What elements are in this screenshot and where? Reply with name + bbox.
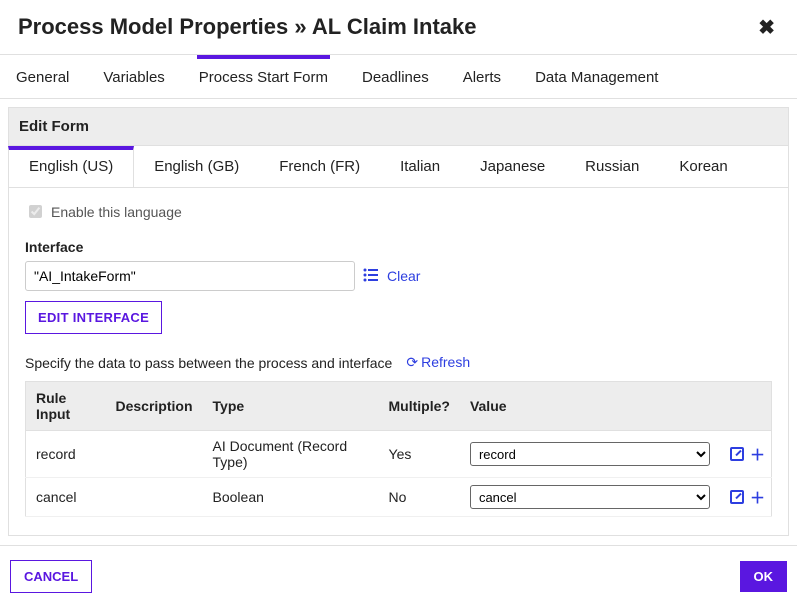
lang-tab-fr[interactable]: French (FR) [259,146,380,187]
lang-tab-en-us[interactable]: English (US) [8,146,134,187]
tab-general[interactable]: General [14,55,71,98]
th-value: Value [460,382,720,431]
lang-tab-en-gb[interactable]: English (GB) [134,146,259,187]
interface-label: Interface [25,239,772,255]
edit-form-panel: Edit Form English (US) English (GB) Fren… [8,107,789,536]
lang-tab-it[interactable]: Italian [380,146,460,187]
enable-language-label: Enable this language [51,204,182,220]
tab-deadlines[interactable]: Deadlines [360,55,431,98]
tab-variables[interactable]: Variables [101,55,166,98]
refresh-label: Refresh [421,354,470,370]
panel-title: Edit Form [9,108,788,146]
plus-icon[interactable]: ＋ [750,487,765,508]
cell-multiple: Yes [379,431,460,478]
clear-link[interactable]: Clear [387,268,420,284]
th-type: Type [203,382,379,431]
enable-language-row[interactable]: Enable this language [25,202,772,221]
refresh-icon: ⟳ [406,354,418,371]
refresh-link[interactable]: ⟳Refresh [406,354,470,371]
table-row: cancel Boolean No cancel [26,478,772,517]
th-rule-input: Rule Input [26,382,106,431]
tab-process-start-form[interactable]: Process Start Form [197,55,330,98]
lang-tab-ko[interactable]: Korean [659,146,747,187]
edit-icon[interactable] [730,490,744,504]
th-description: Description [106,382,203,431]
language-tabs: English (US) English (GB) French (FR) It… [9,146,788,188]
ok-button[interactable]: OK [740,561,788,592]
plus-icon[interactable]: ＋ [750,444,765,465]
value-select[interactable]: record [470,442,710,466]
rule-inputs-table: Rule Input Description Type Multiple? Va… [25,381,772,517]
cell-type: AI Document (Record Type) [203,431,379,478]
main-tabs: General Variables Process Start Form Dea… [0,55,797,99]
table-row: record AI Document (Record Type) Yes rec… [26,431,772,478]
list-icon[interactable] [363,268,379,285]
cell-description [106,478,203,517]
interface-input[interactable] [25,261,355,291]
dialog-title: Process Model Properties » AL Claim Inta… [18,14,477,40]
th-multiple: Multiple? [379,382,460,431]
cell-rule-input: cancel [26,478,106,517]
cell-type: Boolean [203,478,379,517]
lang-tab-ja[interactable]: Japanese [460,146,565,187]
lang-tab-ru[interactable]: Russian [565,146,659,187]
value-select[interactable]: cancel [470,485,710,509]
pass-data-text: Specify the data to pass between the pro… [25,355,392,371]
cell-multiple: No [379,478,460,517]
enable-language-checkbox[interactable] [29,205,42,218]
edit-interface-button[interactable]: EDIT INTERFACE [25,301,162,334]
tab-data-management[interactable]: Data Management [533,55,660,98]
cancel-button[interactable]: CANCEL [10,560,92,593]
edit-icon[interactable] [730,447,744,461]
tab-alerts[interactable]: Alerts [461,55,503,98]
cell-description [106,431,203,478]
close-icon[interactable]: ✖ [754,15,779,40]
cell-rule-input: record [26,431,106,478]
